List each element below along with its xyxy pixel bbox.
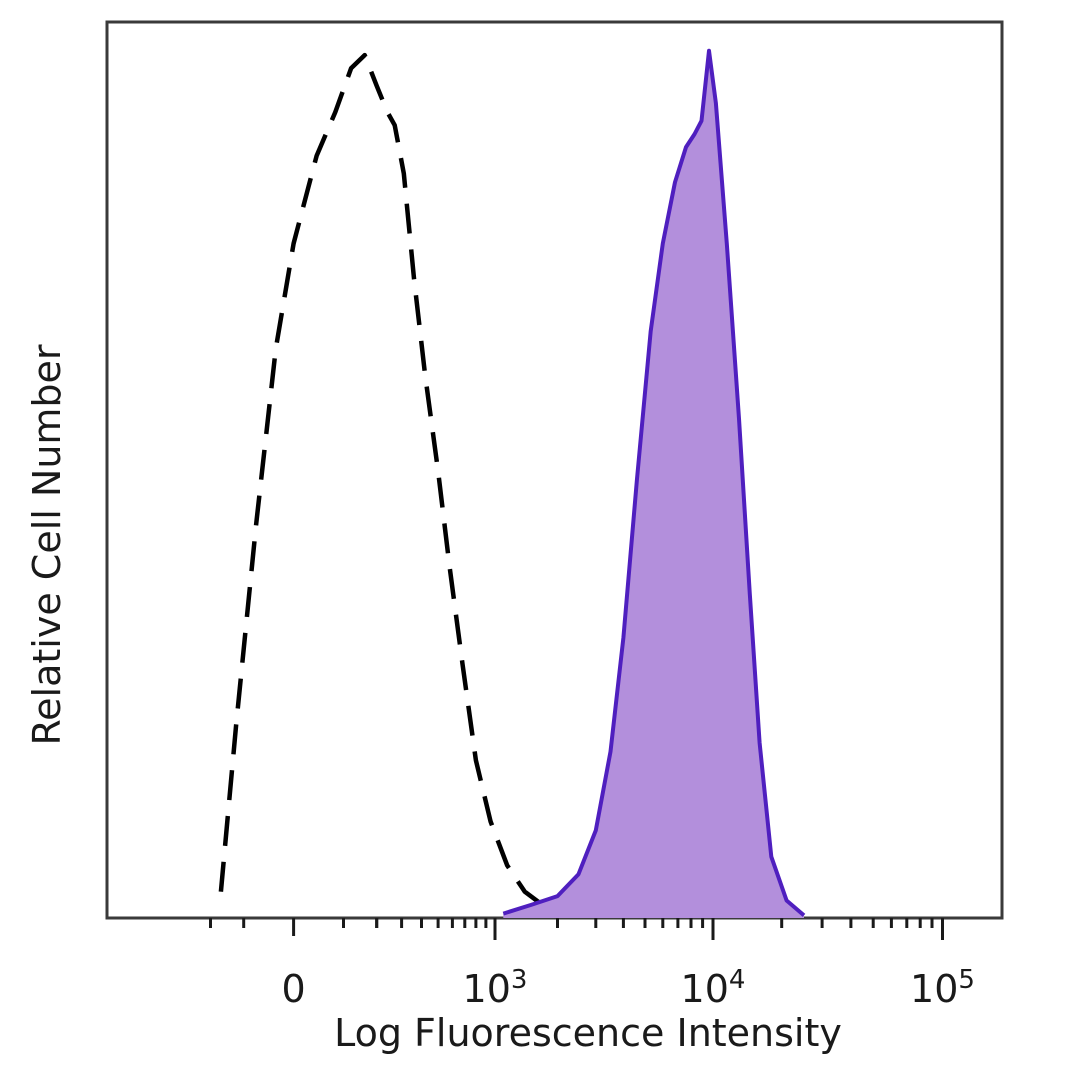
y-axis-label: Relative Cell Number (25, 344, 69, 745)
plot-frame (105, 20, 1004, 920)
x-tick-label: 0 (282, 967, 306, 1011)
series-layer (218, 48, 806, 919)
x-tick-label: 103 (463, 965, 528, 1011)
x-tick-label-exponent: 4 (729, 965, 746, 995)
x-tick-label-exponent: 5 (958, 965, 975, 995)
x-tick-label-base: 10 (681, 967, 729, 1011)
x-axis-label: Log Fluorescence Intensity (334, 1011, 842, 1055)
stained-histogram-fill (503, 50, 804, 919)
x-axis-tick-labels: 0 103 104 105 (282, 965, 975, 1011)
x-tick-label-base: 10 (463, 967, 511, 1011)
x-tick-label-base: 10 (910, 967, 958, 1011)
x-tick-label-exponent: 3 (511, 965, 528, 995)
x-tick-label: 104 (681, 965, 746, 1011)
x-tick-label: 105 (910, 965, 975, 1011)
x-axis-ticks (209, 918, 944, 940)
stained-histogram-line (502, 48, 806, 917)
